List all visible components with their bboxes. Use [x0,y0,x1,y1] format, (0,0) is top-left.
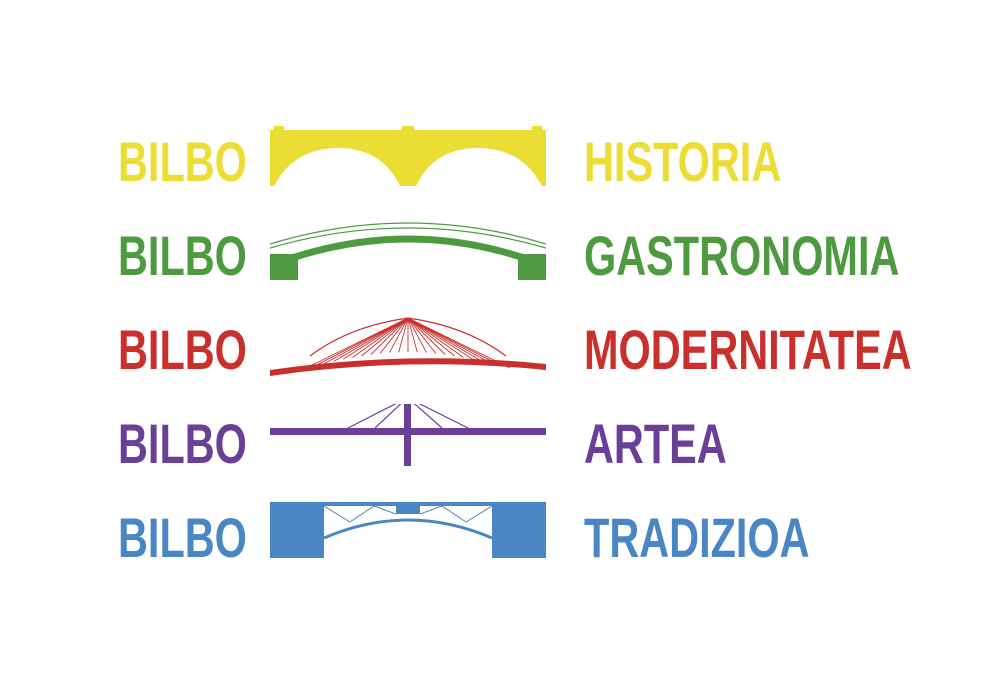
cable-line [407,317,427,353]
row-historia: BILBO HISTORIA [0,122,1000,202]
cable-line [407,317,455,357]
row-artea: BILBO ARTEA [0,404,1000,484]
cable-line [389,317,409,353]
cable-line [407,317,437,354]
truss-arch-bridge-icon [270,498,546,578]
cable-line [342,317,409,360]
pylon-bridge-icon [270,404,546,484]
cable-line [407,317,464,358]
theme-label: MODERNITATEA [584,318,912,381]
city-label: BILBO [118,224,247,287]
row-modernitatea: BILBO MODERNITATEA [0,310,1000,390]
cable-line [407,317,474,360]
theme-label: HISTORIA [584,130,782,193]
cable-line [352,317,409,358]
cable-line [398,317,409,353]
cable-line [407,317,418,353]
theme-label: ARTEA [584,412,727,475]
city-label: BILBO [118,318,247,381]
cable-line [361,317,409,357]
cable-line [370,317,409,355]
cable-line [407,317,446,355]
stone-arch-bridge-icon [270,122,546,202]
theme-label: GASTRONOMIA [584,224,900,287]
city-label: BILBO [118,506,247,569]
cable-line [407,317,511,369]
cable-line [324,317,409,364]
city-label: BILBO [118,130,247,193]
cable-stayed-bridge-icon [270,310,546,390]
city-label: BILBO [118,412,247,475]
cable-line [333,317,409,362]
row-gastronomia: BILBO GASTRONOMIA [0,216,1000,296]
cable-line [379,317,409,354]
theme-label: TRADIZIOA [584,506,810,569]
row-tradizioa: BILBO TRADIZIOA [0,498,1000,578]
arch-bridge-icon [270,216,546,296]
